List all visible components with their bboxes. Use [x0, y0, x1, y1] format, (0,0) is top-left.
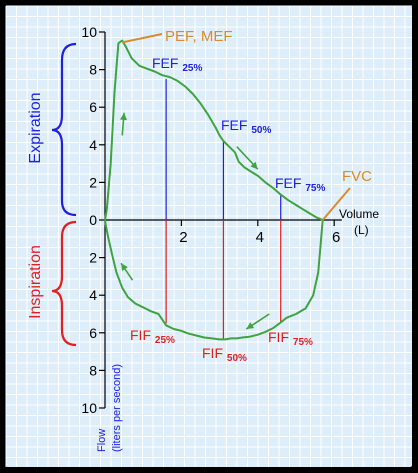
- y-tick-label: 10: [81, 400, 97, 416]
- marker-label-sub: 25%: [155, 335, 175, 346]
- inspiration-brace: [51, 220, 77, 347]
- y-tick-label: 8: [89, 62, 97, 78]
- y-tick-label: 4: [89, 287, 97, 303]
- marker-label-main: FEF: [152, 55, 182, 71]
- y-tick-label: 2: [89, 174, 97, 190]
- curve-inspiration: [104, 219, 324, 341]
- grid: [5, 5, 412, 467]
- x-axis-label-unit: (L): [354, 223, 369, 237]
- arrow-inspiration-left-head: [121, 263, 128, 271]
- fef-50-label: FEF 50%: [221, 117, 271, 136]
- y-axis-label-unit: (liters per second): [111, 364, 123, 452]
- labels: FEF 25%FEF 50%FEF 75%FIF 25%FIF 50%FIF 7…: [27, 28, 379, 452]
- y-tick-label: 2: [89, 250, 97, 266]
- fif-75-label: FIF 75%: [268, 329, 313, 348]
- x-tick-label: 2: [179, 229, 187, 246]
- x-tick-label: 6: [332, 229, 340, 246]
- curves: [104, 39, 324, 341]
- marker-label-main: FEF: [221, 117, 251, 133]
- y-tick-label: 4: [89, 137, 97, 153]
- marker-label-sub: 75%: [305, 183, 325, 194]
- curve-expiration: [104, 39, 324, 221]
- y-axis-label-flow: Flow: [96, 429, 108, 452]
- marker-label-main: FIF: [202, 345, 227, 361]
- marker-label-main: FEF: [275, 175, 305, 191]
- fef-25-label: FEF 25%: [152, 55, 202, 74]
- y-tick-label: 10: [81, 24, 97, 40]
- fvc-label: FVC: [342, 168, 372, 185]
- y-tick-label: 6: [89, 99, 97, 115]
- fvc-leader-line: [321, 187, 351, 221]
- fif-25-label: FIF 25%: [130, 327, 175, 346]
- expiration-brace: [51, 42, 77, 217]
- marker-label-main: FIF: [130, 327, 155, 343]
- fif-50-label: FIF 50%: [202, 345, 247, 364]
- axes: 10 8 6 4 2 0 2 4 6 8 10 2 4 6: [81, 24, 342, 416]
- y-tick-label: 6: [89, 325, 97, 341]
- x-tick-label: 4: [256, 229, 264, 246]
- x-axis-label-volume: Volume: [339, 207, 379, 221]
- arrow-expiration-fall-head: [250, 161, 258, 170]
- marker-label-main: FIF: [268, 329, 293, 345]
- pef-leader-line: [122, 33, 163, 44]
- arrow-expiration-rise-head: [120, 112, 127, 121]
- y-tick-label: 8: [89, 362, 97, 378]
- marker-lines: [165, 79, 282, 340]
- fef-75-label: FEF 75%: [275, 175, 325, 194]
- marker-label-sub: 75%: [293, 337, 313, 348]
- pef-mef-label: PEF, MEF: [165, 28, 233, 45]
- y-tick-label: 0: [89, 212, 97, 228]
- direction-arrows: [120, 112, 270, 330]
- arrow-inspiration-bottom-head: [246, 322, 255, 330]
- marker-label-sub: 50%: [251, 125, 271, 136]
- expiration-label: Expiration: [27, 92, 44, 163]
- marker-label-sub: 25%: [182, 63, 202, 74]
- inspiration-label: Inspiration: [27, 245, 44, 319]
- marker-label-sub: 50%: [227, 353, 247, 364]
